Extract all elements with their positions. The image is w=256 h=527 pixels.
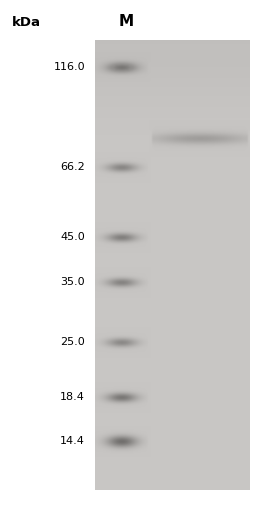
Text: 66.2: 66.2: [60, 162, 85, 172]
Text: kDa: kDa: [12, 15, 41, 28]
Text: 25.0: 25.0: [60, 337, 85, 347]
Text: 18.4: 18.4: [60, 392, 85, 402]
Text: M: M: [119, 15, 134, 30]
Text: 35.0: 35.0: [60, 277, 85, 287]
Text: 45.0: 45.0: [60, 232, 85, 242]
Text: 116.0: 116.0: [53, 62, 85, 72]
Text: 14.4: 14.4: [60, 436, 85, 446]
